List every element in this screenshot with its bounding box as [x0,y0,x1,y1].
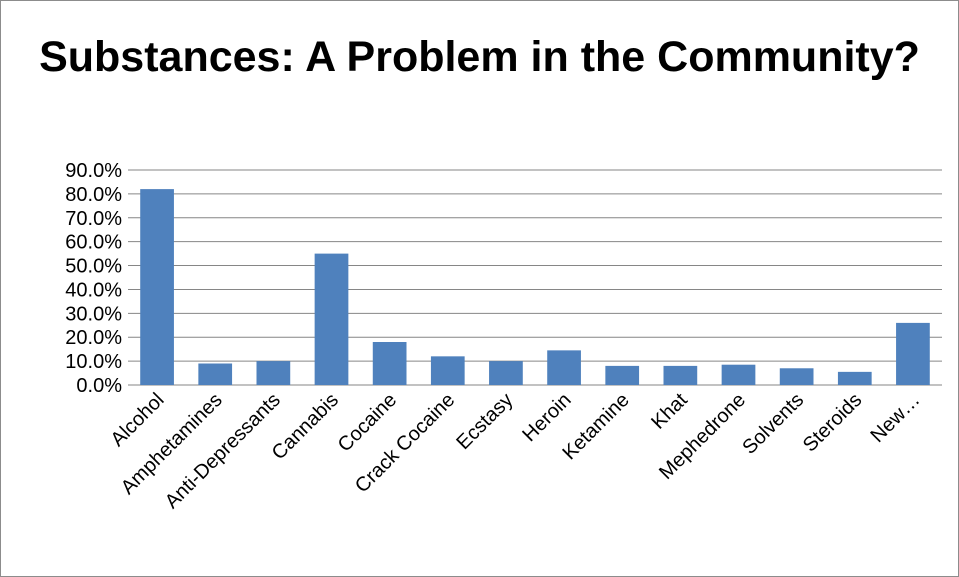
bar [198,363,233,385]
y-tick-label: 80.0% [65,184,122,206]
bar [430,356,465,385]
x-tick-label: New… [866,389,924,447]
bar [314,253,349,385]
chart-title: Substances: A Problem in the Community? [39,33,920,81]
bar [140,189,174,385]
x-tick-label: Steroids [799,389,866,456]
bar [896,322,930,385]
y-tick-label: 70.0% [65,208,122,230]
bar [256,361,291,385]
bar [663,365,698,385]
x-tick-label: Heroin [518,389,575,446]
x-tick-label: Amphetamines [117,389,227,499]
x-axis-tick-labels: AlcoholAmphetaminesAnti-DepressantsCanna… [107,389,925,513]
y-tick-label: 20.0% [65,327,122,349]
bar [605,365,640,385]
y-tick-label: 90.0% [65,160,122,182]
y-tick-label: 30.0% [65,303,122,325]
y-tick-label: 10.0% [65,351,122,373]
bar [547,350,581,385]
bar [721,364,756,385]
gridlines [128,169,942,386]
bar [779,368,814,385]
y-tick-label: 60.0% [65,232,122,254]
x-tick-label: Crack Cocaine [351,389,459,497]
bars [140,189,930,385]
x-tick-label: Khat [647,389,692,434]
y-tick-label: 40.0% [65,279,122,301]
bar [489,361,523,385]
y-tick-label: 50.0% [65,256,122,278]
y-tick-label: 0.0% [76,375,122,397]
bar [372,342,407,385]
bar [837,371,872,385]
y-axis-tick-labels: 0.0%10.0%20.0%30.0%40.0%50.0%60.0%70.0%8… [65,160,122,397]
x-tick-label: Ecstasy [452,389,517,454]
x-tick-label: Solvents [738,389,808,459]
